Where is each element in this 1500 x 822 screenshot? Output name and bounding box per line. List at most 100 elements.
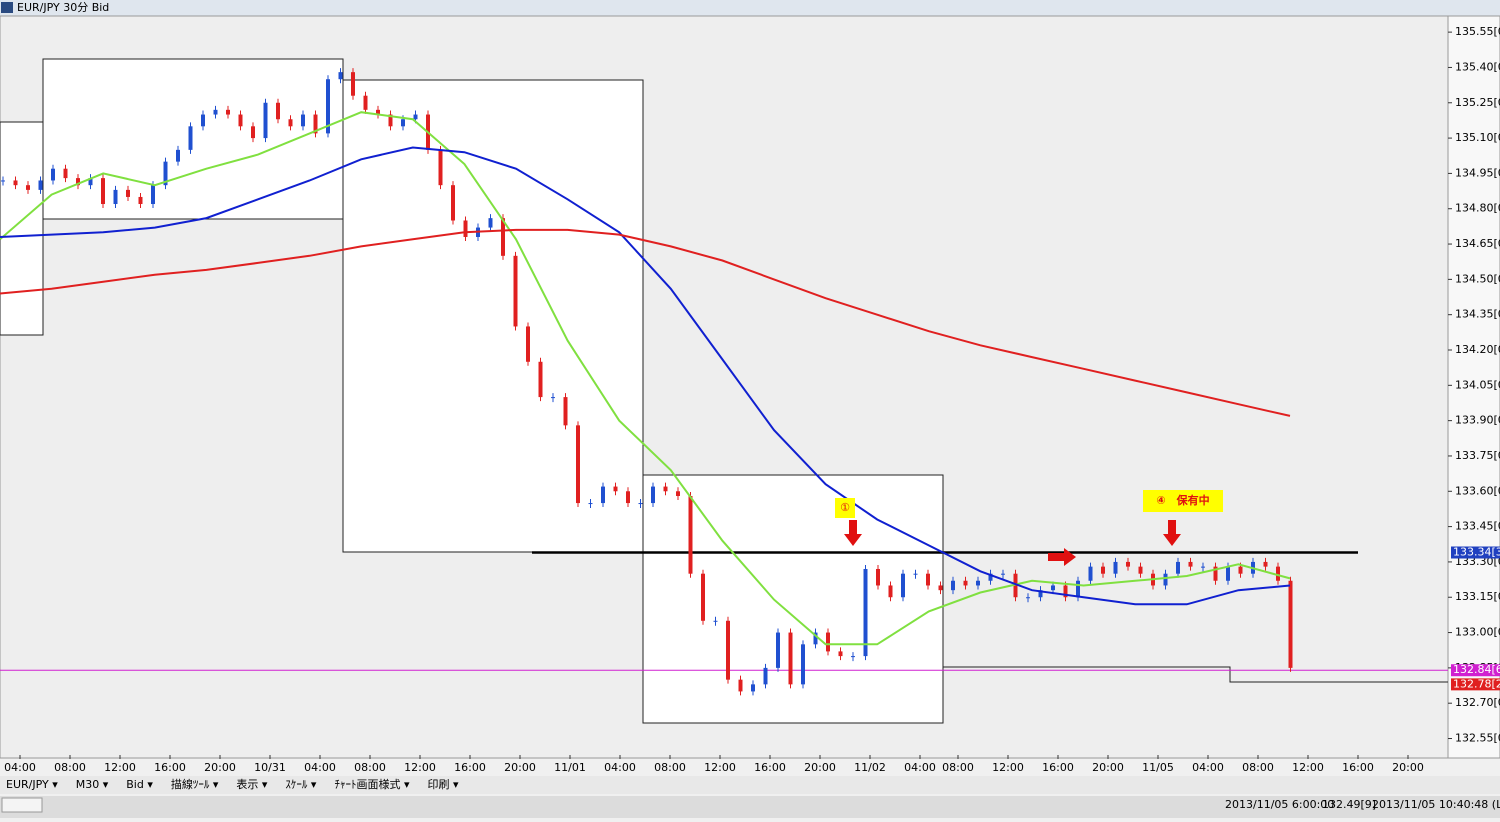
candle [188,126,193,150]
candle [1101,566,1105,574]
candle [688,495,693,574]
candle [388,114,393,127]
x-tick-label: 12:00 [104,761,136,774]
candle [38,180,43,190]
toolbar-button[interactable]: 描線ﾂｰﾙ ▾ [171,777,219,791]
candle [776,632,780,668]
toolbar-button[interactable]: ﾁｬｰﾄ画面様式 ▾ [334,777,409,791]
candle [1288,580,1293,668]
annotation-bg [835,498,855,518]
x-tick-label: 08:00 [1242,761,1274,774]
app-icon [1,2,13,13]
candle [526,326,530,362]
candle [501,218,505,256]
candle [288,119,293,127]
candle [276,102,280,120]
candle [738,679,743,692]
candle [563,397,568,426]
x-tick-label: 11/05 [1142,761,1174,774]
y-tick-label: 132.55[0] [1455,732,1500,745]
plot [0,68,1448,696]
y-tick-label: 134.95[0] [1455,166,1500,179]
x-tick-label: 04:00 [4,761,36,774]
candle [976,580,980,586]
y-tick-label: 134.50[0] [1455,272,1500,285]
candle [763,667,768,685]
x-tick-label: 08:00 [654,761,686,774]
candle [638,503,643,505]
candle [613,486,618,492]
candle [413,114,418,120]
title-bar [0,0,1500,16]
candle [201,114,205,127]
candle [1026,597,1030,599]
candle [451,185,455,221]
candle [176,149,180,162]
y-tick-label: 133.90[0] [1455,414,1500,427]
candle [338,72,343,80]
candle [938,585,943,591]
candle [851,656,855,658]
candle [1163,573,1168,586]
x-tick-label: 20:00 [1092,761,1124,774]
moving-average [0,146,1291,606]
y-tick-label: 133.75[0] [1455,449,1500,462]
candle [1126,561,1130,567]
x-tick-label: 16:00 [1042,761,1074,774]
y-tick-label: 133.45[0] [1455,520,1500,533]
candle [363,95,368,110]
candle [963,580,968,586]
toolbar-button[interactable]: 印刷 ▾ [427,778,458,791]
y-tick-label: 135.55[0] [1455,25,1500,38]
toolbar [0,776,1500,794]
y-tick-label: 134.05[0] [1455,378,1500,391]
y-tick-label: 134.80[0] [1455,202,1500,215]
y-tick-label: 134.35[0] [1455,308,1500,321]
candle [13,180,18,186]
candle [726,620,730,680]
x-tick-label: 04:00 [304,761,336,774]
toolbar-button[interactable]: 表示 ▾ [236,777,267,791]
y-tick-label: 135.25[0] [1455,96,1500,109]
y-tick-label: 133.15[0] [1455,590,1500,603]
x-tick-label: 08:00 [354,761,386,774]
price-marker-label: 133.34[3 [1453,546,1500,559]
range-box [0,121,44,336]
toolbar-button[interactable]: M30 ▾ [76,778,109,791]
candle [1213,566,1218,581]
candle [551,397,555,399]
candle [263,102,268,139]
candle [863,568,868,657]
candle [76,178,80,186]
candle [101,178,105,205]
y-tick-label: 135.10[0] [1455,131,1500,144]
scroll-thumb [1,797,43,813]
x-tick-label: 20:00 [804,761,836,774]
range-boxes [0,58,1448,724]
x-tick-label: 20:00 [1392,761,1424,774]
candle [1201,566,1205,568]
candle [301,114,305,127]
candle [1238,566,1243,574]
range-box [42,58,344,220]
candle [713,620,718,622]
candle [313,114,318,134]
candle [376,109,380,115]
candle [926,573,930,586]
y-tick-label: 134.20[0] [1455,343,1500,356]
status-text: 2013/11/05 6:00:00 [1225,798,1334,811]
x-tick-label: 12:00 [704,761,736,774]
candle [888,585,893,598]
x-tick-label: 16:00 [154,761,186,774]
candle [701,573,705,621]
toolbar-button[interactable]: ｽｹｰﾙ ▾ [285,778,316,791]
toolbar-button[interactable]: EUR/JPY ▾ [6,778,58,791]
x-tick-label: 16:00 [754,761,786,774]
status-text: 2013/11/05 10:40:48 (Local) [1372,798,1500,811]
arrow [1048,548,1076,566]
price-marker [1451,664,1500,677]
toolbar-button[interactable]: Bid ▾ [126,778,153,791]
candle [751,684,755,692]
candle [488,218,493,228]
x-tick-label: 20:00 [204,761,236,774]
